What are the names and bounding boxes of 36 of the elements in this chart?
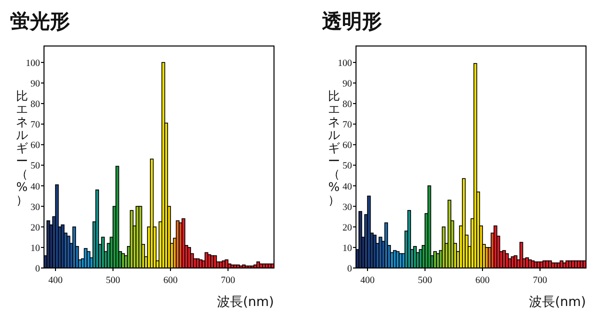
- y-tick-label: 0: [347, 264, 352, 274]
- y-tick-label: 40: [342, 182, 352, 192]
- y-tick-label: 100: [26, 58, 40, 69]
- y-tick-label: 80: [342, 100, 352, 110]
- y-tick-label: 20: [30, 223, 40, 234]
- y-tick-label: 30: [30, 202, 40, 213]
- y-tick-label: 0: [35, 264, 40, 274]
- x-axis-title: 波長(nm): [216, 295, 274, 310]
- x-tick-label: 500: [106, 276, 120, 286]
- text: 比エネルギー（%）: [328, 89, 340, 207]
- y-tick-label: 60: [30, 141, 40, 152]
- text: 比エネルギー（%）: [16, 89, 28, 207]
- chart-title: 透明形: [321, 9, 382, 33]
- y-tick-label: 40: [30, 182, 40, 192]
- y-tick-label: 50: [30, 162, 40, 172]
- x-tick-label: 700: [532, 276, 548, 286]
- y-tick-label: 10: [30, 244, 40, 254]
- x-axis-title: 波長(nm): [528, 295, 586, 310]
- y-tick-label: 10: [342, 244, 352, 254]
- y-tick-label: 20: [342, 223, 352, 234]
- x-tick-label: 600: [475, 276, 490, 286]
- y-tick-label: 80: [30, 100, 40, 110]
- y-tick-label: 70: [342, 120, 352, 131]
- chart-title: 蛍光形: [10, 9, 70, 33]
- x-tick-label: 400: [48, 276, 63, 286]
- y-tick-label: 90: [30, 80, 40, 90]
- y-tick-label: 30: [342, 202, 352, 213]
- x-tick-label: 600: [163, 276, 178, 286]
- y-tick-label: 100: [338, 58, 352, 69]
- x-tick-label: 400: [360, 276, 375, 286]
- x-tick-label: 500: [418, 276, 432, 286]
- x-tick-label: 700: [220, 276, 236, 286]
- y-tick-label: 70: [30, 120, 40, 131]
- y-tick-label: 90: [342, 80, 352, 90]
- y-tick-label: 60: [342, 141, 352, 152]
- y-tick-label: 50: [342, 162, 352, 172]
